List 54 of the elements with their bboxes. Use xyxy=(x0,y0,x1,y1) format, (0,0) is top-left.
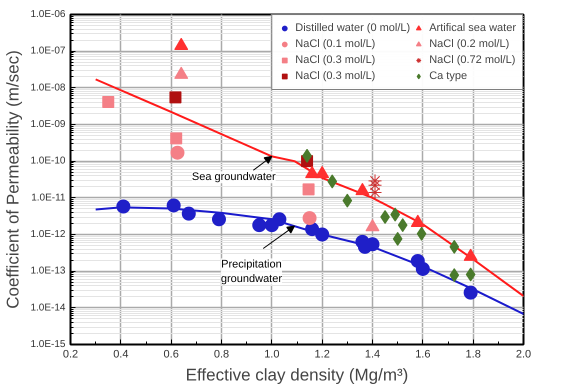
legend-label: NaCl (0.72 mol/L) xyxy=(429,53,516,67)
point xyxy=(252,218,266,232)
point xyxy=(449,268,460,282)
y-axis-title: Coefficient of Permeability (m/sec) xyxy=(3,50,22,309)
point xyxy=(116,200,130,214)
y-tick-label: 1.0E-11 xyxy=(31,192,66,204)
x-tick-label: 0.2 xyxy=(62,348,78,360)
legend-label: NaCl (0.3 mol/L) xyxy=(295,53,376,67)
x-tick-label: 1.0 xyxy=(264,348,280,360)
x-tick-label: 1.6 xyxy=(415,348,430,360)
point xyxy=(327,174,338,188)
point xyxy=(368,178,382,192)
x-axis-title: Effective clay density (Mg/m³) xyxy=(186,366,408,384)
point xyxy=(398,218,408,232)
point xyxy=(302,183,315,196)
y-tick-label: 1.0E-15 xyxy=(30,339,66,350)
y-tick-label: 1.0E-09 xyxy=(30,119,66,130)
point xyxy=(169,91,182,104)
point xyxy=(166,198,181,212)
x-tick-label: 1.2 xyxy=(314,348,330,360)
x-tick-label: 2.0 xyxy=(516,348,532,360)
annotation: Precipitation groundwater xyxy=(220,258,282,285)
legend-label: NaCl (0.1 mol/L) xyxy=(295,37,376,51)
y-tick-label: 1.0E-14 xyxy=(30,302,66,314)
x-tick-label: 1.8 xyxy=(466,348,481,360)
annotation: Sea groundwater xyxy=(192,171,276,184)
x-tick-label: 0.8 xyxy=(214,348,230,360)
legend-label: Artifical sea water xyxy=(429,21,516,35)
point xyxy=(102,96,114,108)
x-tick-label: 0.6 xyxy=(164,348,179,360)
point xyxy=(315,228,330,242)
y-tick-label: 1.0E-06 xyxy=(30,9,66,20)
point xyxy=(449,240,460,254)
legend-label: NaCl (0.3 mol/L) xyxy=(295,69,376,83)
legend-label: Ca type xyxy=(429,69,468,83)
y-tick-label: 1.0E-08 xyxy=(30,82,66,94)
y-tick-label: 1.0E-13 xyxy=(30,266,66,277)
point xyxy=(170,146,184,160)
point xyxy=(302,211,317,226)
legend-label: NaCl (0.2 mol/L) xyxy=(429,37,510,51)
x-tick-label: 0.4 xyxy=(113,348,128,360)
point xyxy=(170,132,182,144)
y-tick-label: 1.0E-12 xyxy=(30,229,66,240)
point xyxy=(272,212,286,226)
point xyxy=(368,174,382,188)
point xyxy=(212,212,226,226)
point xyxy=(464,286,478,300)
legend-label: Distilled water (0 mol/L) xyxy=(295,21,410,35)
point xyxy=(368,185,382,200)
point xyxy=(416,262,430,276)
y-tick-label: 1.0E-07 xyxy=(30,46,66,57)
point xyxy=(182,206,196,221)
y-tick-label: 1.0E-10 xyxy=(30,156,66,167)
x-tick-label: 1.4 xyxy=(364,348,380,360)
